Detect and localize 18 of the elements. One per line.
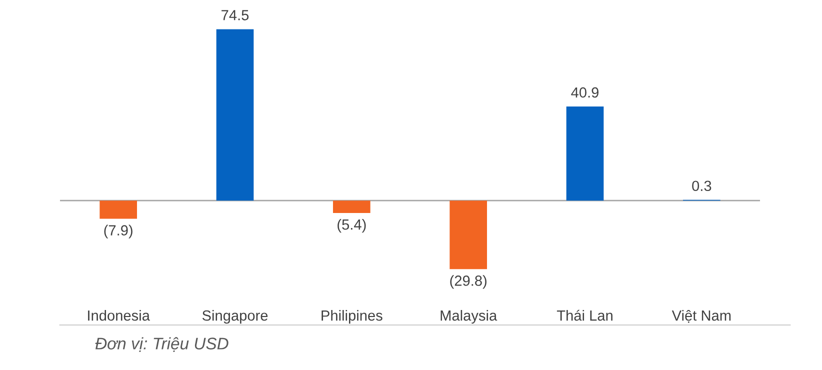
- bar: [566, 106, 604, 201]
- data-label: 0.3: [692, 180, 712, 192]
- x-tick-label: Philipines: [322, 310, 382, 324]
- bar: [450, 200, 487, 270]
- bar: [216, 29, 254, 201]
- bar: [100, 200, 137, 219]
- x-tick-label: Thái Lan: [556, 310, 612, 321]
- x-tick-label: Việt Nam: [672, 310, 731, 323]
- data-label: (7.9): [104, 224, 132, 238]
- data-label: 74.5: [222, 10, 249, 20]
- x-tick-label: Malaysia: [440, 310, 498, 324]
- x-tick-label: Singapore: [202, 310, 268, 324]
- x-tick-label: Indonesia: [88, 310, 150, 321]
- data-label: (5.4): [338, 219, 366, 233]
- bar: [333, 200, 370, 214]
- text: Đơn vị: Triệu USD: [95, 337, 228, 352]
- data-label: 40.9: [571, 87, 598, 98]
- data-label: (29.8): [450, 275, 486, 289]
